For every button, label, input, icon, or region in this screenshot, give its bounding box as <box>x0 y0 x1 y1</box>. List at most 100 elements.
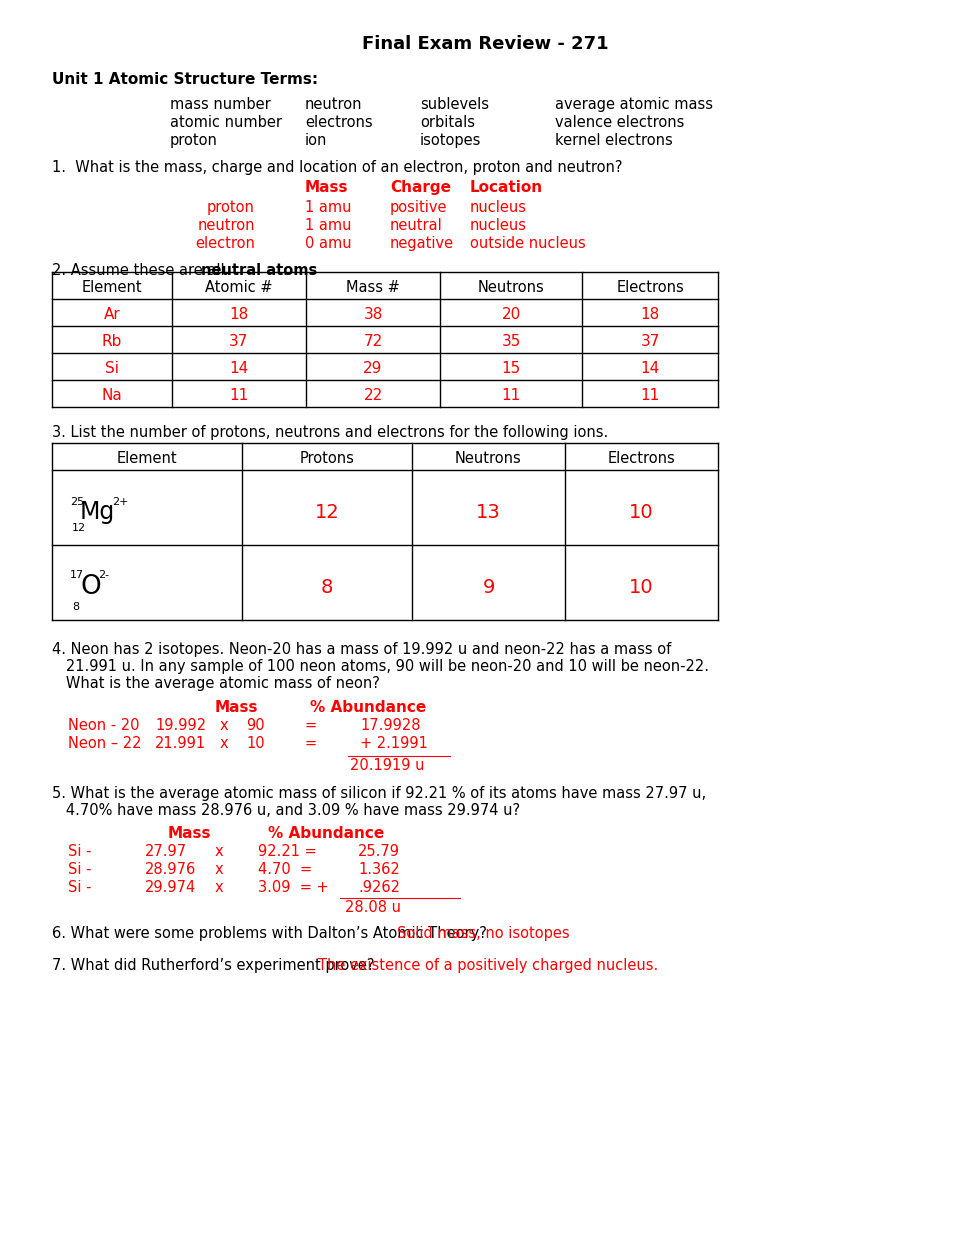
Text: Atomic #: Atomic # <box>205 280 272 295</box>
Text: 90: 90 <box>246 718 265 733</box>
Text: 27.97: 27.97 <box>144 845 187 858</box>
Text: Si: Si <box>105 361 119 376</box>
Text: 8: 8 <box>321 579 332 597</box>
Text: positive: positive <box>390 200 447 215</box>
Text: negative: negative <box>390 236 453 251</box>
Text: nucleus: nucleus <box>470 200 526 215</box>
Text: x: x <box>215 845 224 858</box>
Text: 17.9928: 17.9928 <box>359 718 421 733</box>
Text: 18: 18 <box>640 307 659 323</box>
Text: x: x <box>220 735 229 750</box>
Text: isotopes: isotopes <box>420 133 481 148</box>
Text: 38: 38 <box>363 307 383 323</box>
Text: Neon - 20: Neon - 20 <box>68 718 140 733</box>
Text: 12: 12 <box>72 523 86 533</box>
Text: 4.70% have mass 28.976 u, and 3.09 % have mass 29.974 u?: 4.70% have mass 28.976 u, and 3.09 % hav… <box>52 803 519 818</box>
Text: Mass: Mass <box>215 700 258 715</box>
Text: 10: 10 <box>629 579 653 597</box>
Text: 9: 9 <box>482 579 494 597</box>
Text: 19.992: 19.992 <box>155 718 205 733</box>
Text: 29.974: 29.974 <box>144 880 196 895</box>
Text: 21.991 u. In any sample of 100 neon atoms, 90 will be neon-20 and 10 will be neo: 21.991 u. In any sample of 100 neon atom… <box>52 659 708 674</box>
Text: 28.08 u: 28.08 u <box>345 900 400 915</box>
Text: 18: 18 <box>229 307 248 323</box>
Text: 1.362: 1.362 <box>358 862 399 877</box>
Text: 10: 10 <box>246 735 265 750</box>
Text: nucleus: nucleus <box>470 218 526 233</box>
Text: electrons: electrons <box>304 115 372 131</box>
Text: =: = <box>304 718 317 733</box>
Text: 4.70  =: 4.70 = <box>258 862 312 877</box>
Text: x: x <box>215 862 224 877</box>
Text: neutral atoms: neutral atoms <box>201 264 317 279</box>
Text: 2. Assume these are all: 2. Assume these are all <box>52 264 229 279</box>
Text: 29: 29 <box>363 361 383 376</box>
Text: 20: 20 <box>501 307 520 323</box>
Text: Si -: Si - <box>68 862 91 877</box>
Text: Mg: Mg <box>79 501 115 525</box>
Text: The existence of a positively charged nucleus.: The existence of a positively charged nu… <box>318 958 658 973</box>
Text: neutral: neutral <box>390 218 442 233</box>
Text: mass number: mass number <box>170 97 270 112</box>
Text: 6. What were some problems with Dalton’s Atomic Theory?: 6. What were some problems with Dalton’s… <box>52 926 495 941</box>
Text: Element: Element <box>116 451 177 466</box>
Text: Ar: Ar <box>104 307 120 323</box>
Text: 72: 72 <box>363 334 382 349</box>
Text: .: . <box>282 264 287 279</box>
Text: 11: 11 <box>229 388 248 403</box>
Text: % Abundance: % Abundance <box>267 826 384 841</box>
Text: O: O <box>79 575 101 600</box>
Text: Protons: Protons <box>299 451 354 466</box>
Text: 22: 22 <box>363 388 382 403</box>
Text: sublevels: sublevels <box>420 97 488 112</box>
Text: 13: 13 <box>476 503 500 522</box>
Text: Si -: Si - <box>68 845 91 858</box>
Text: 28.976: 28.976 <box>144 862 196 877</box>
Text: 8: 8 <box>72 602 79 612</box>
Text: 37: 37 <box>640 334 659 349</box>
Text: Location: Location <box>470 179 543 195</box>
Text: atomic number: atomic number <box>170 115 282 131</box>
Text: 1 amu: 1 amu <box>304 218 351 233</box>
Text: Rb: Rb <box>102 334 122 349</box>
Text: Electrons: Electrons <box>615 280 683 295</box>
Text: Neon – 22: Neon – 22 <box>68 735 141 750</box>
Text: Final Exam Review - 271: Final Exam Review - 271 <box>361 35 608 53</box>
Text: 2-: 2- <box>98 571 109 581</box>
Text: Si -: Si - <box>68 880 91 895</box>
Text: Mass #: Mass # <box>346 280 399 295</box>
Text: Unit 1 Atomic Structure Terms:: Unit 1 Atomic Structure Terms: <box>52 72 318 87</box>
Text: 92.21 =: 92.21 = <box>258 845 317 858</box>
Text: 12: 12 <box>314 503 339 522</box>
Text: 17: 17 <box>70 571 84 581</box>
Text: x: x <box>220 718 229 733</box>
Text: 11: 11 <box>501 388 520 403</box>
Text: orbitals: orbitals <box>420 115 475 131</box>
Text: Mass: Mass <box>304 179 348 195</box>
Text: valence electrons: valence electrons <box>554 115 684 131</box>
Text: x: x <box>215 880 224 895</box>
Text: Element: Element <box>81 280 142 295</box>
Text: 0 amu: 0 amu <box>304 236 351 251</box>
Text: 25: 25 <box>70 497 84 507</box>
Text: neutron: neutron <box>304 97 362 112</box>
Text: .9262: .9262 <box>358 880 399 895</box>
Text: Neutrons: Neutrons <box>477 280 544 295</box>
Text: Electrons: Electrons <box>607 451 674 466</box>
Text: 20.1919 u: 20.1919 u <box>350 758 424 773</box>
Text: 14: 14 <box>640 361 659 376</box>
Text: + 2.1991: + 2.1991 <box>359 735 427 750</box>
Text: Na: Na <box>102 388 122 403</box>
Text: =: = <box>304 735 317 750</box>
Text: 21.991: 21.991 <box>155 735 205 750</box>
Text: Neutrons: Neutrons <box>454 451 521 466</box>
Text: proton: proton <box>170 133 218 148</box>
Text: proton: proton <box>207 200 255 215</box>
Text: Solid mass, no isotopes: Solid mass, no isotopes <box>396 926 569 941</box>
Text: 10: 10 <box>629 503 653 522</box>
Text: 3. List the number of protons, neutrons and electrons for the following ions.: 3. List the number of protons, neutrons … <box>52 425 608 441</box>
Text: 14: 14 <box>229 361 248 376</box>
Text: 1.  What is the mass, charge and location of an electron, proton and neutron?: 1. What is the mass, charge and location… <box>52 159 622 174</box>
Text: % Abundance: % Abundance <box>310 700 425 715</box>
Text: 37: 37 <box>229 334 248 349</box>
